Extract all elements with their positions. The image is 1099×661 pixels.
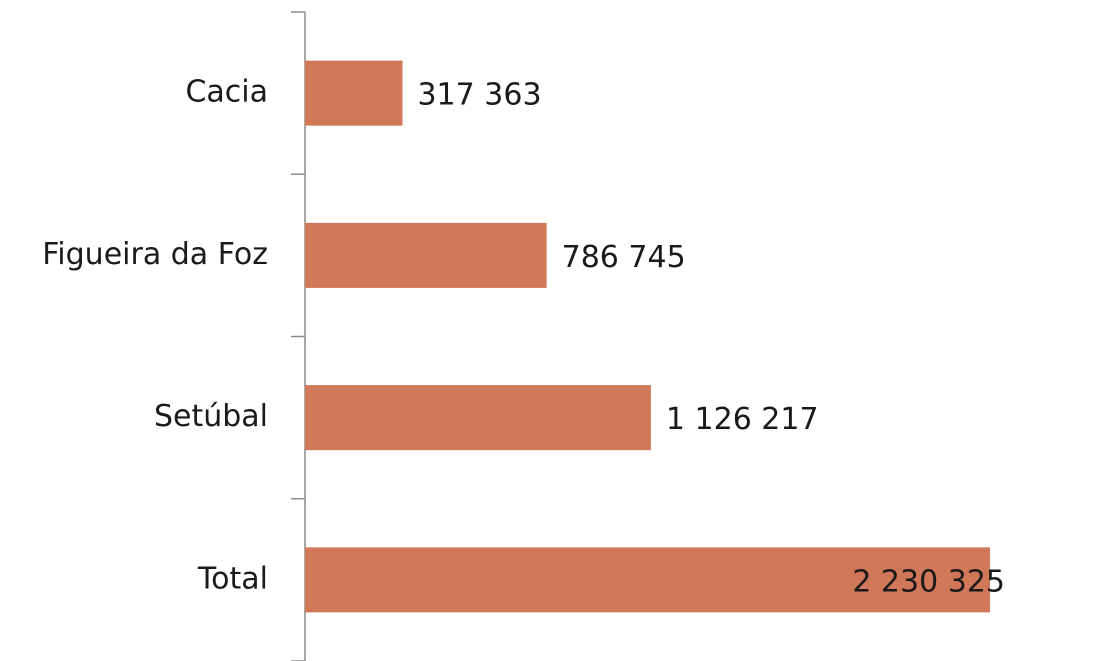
bar (305, 222, 547, 288)
data-label: 2 230 325 (852, 564, 1005, 599)
bar (305, 385, 651, 451)
category-label: Cacia (185, 75, 268, 110)
bar (305, 60, 403, 126)
data-label: 317 363 (417, 78, 541, 113)
data-label: 786 745 (562, 240, 686, 275)
data-label: 1 126 217 (666, 402, 819, 437)
category-label: Figueira da Foz (42, 237, 268, 272)
category-label: Total (197, 561, 268, 596)
category-label: Setúbal (154, 399, 268, 434)
bar (305, 547, 990, 613)
